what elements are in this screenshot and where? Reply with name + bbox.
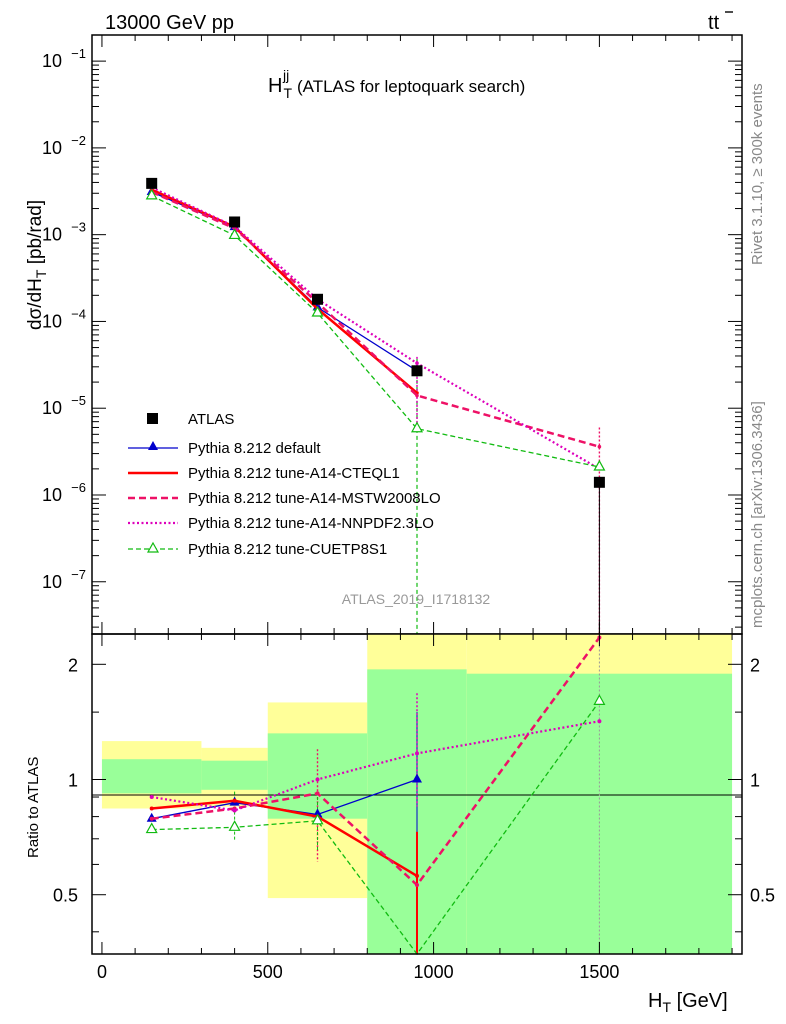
ratio-point-pythia-8-212-tune-a14-nnpdf2-3lo <box>597 719 602 724</box>
rivet-version-label: Rivet 3.1.10, ≥ 300k events <box>749 83 766 265</box>
series-line-pythia-8-212-tune-cuetp8s1 <box>151 195 600 468</box>
ratio-y-axis-label: Ratio to ATLAS <box>25 757 42 858</box>
ratio-axis-ticks: 0.5 0.5 1 1 2 2 0 500 1000 1500 <box>53 634 775 982</box>
ratio-y-tick-label: 1 <box>68 771 78 791</box>
ratio-point-pythia-8-212-tune-a14-nnpdf2-3lo <box>232 808 237 813</box>
x-tick-label: 500 <box>253 962 283 982</box>
ratio-point-pythia-8-212-tune-a14-cteql1 <box>232 798 237 803</box>
ratio-plot-panel: 0.5 0.5 1 1 2 2 0 500 1000 1500 <box>53 633 775 982</box>
data-point-pythia-8-212-tune-cuetp8s1 <box>145 188 158 200</box>
plot-title: HTjj (ATLAS for leptoquark search) <box>268 67 525 101</box>
x-axis-label: HT [GeV] <box>648 990 728 1015</box>
main-plot-panel: 10 −7 10 −6 10 −5 10 −4 10 −3 10 −2 10 −1 <box>42 34 743 635</box>
ratio-point-pythia-8-212-tune-a14-cteql1 <box>415 873 419 878</box>
ratio-band-green <box>201 760 268 790</box>
ratio-point-pythia-8-212-tune-cuetp8s1 <box>593 694 606 705</box>
header-energy-label: 13000 GeV pp <box>105 12 234 34</box>
main-series-group <box>145 177 606 634</box>
x-tick-label: 0 <box>97 962 107 982</box>
ratio-point-pythia-8-212-tune-a14-mstw2008lo <box>415 883 419 888</box>
data-point-pythia-8-212-tune-cuetp8s1 <box>410 421 424 433</box>
ratio-band-green <box>101 759 202 794</box>
header-process-label: tt <box>708 12 720 34</box>
data-point-atlas <box>593 476 605 488</box>
main-y-tick-exponent: −3 <box>71 220 86 235</box>
ratio-plot-frame <box>91 633 743 955</box>
series-line-pythia-8-212-default <box>151 191 418 372</box>
legend-label-cteql1: Pythia 8.212 tune-A14-CTEQL1 <box>188 465 400 482</box>
main-y-tick-label: 10 <box>42 138 62 158</box>
main-y-tick-exponent: −6 <box>71 480 86 495</box>
legend-marker-cuetp8s1 <box>146 541 160 553</box>
series-line-pythia-8-212-tune-a14-cteql1 <box>151 188 418 394</box>
main-y-tick-label: 10 <box>42 311 62 331</box>
analysis-watermark: ATLAS_2019_I1718132 <box>342 591 491 607</box>
ratio-point-pythia-8-212-tune-a14-mstw2008lo <box>149 816 154 821</box>
main-y-tick-label: 10 <box>42 572 62 592</box>
main-y-tick-exponent: −5 <box>71 393 86 408</box>
legend-label-default: Pythia 8.212 default <box>188 440 321 457</box>
data-point-atlas <box>411 365 423 377</box>
x-tick-label: 1000 <box>414 962 454 982</box>
header-process-tbar: t <box>714 12 720 34</box>
data-point-atlas <box>229 216 241 228</box>
ratio-point-pythia-8-212-tune-a14-nnpdf2-3lo <box>315 777 320 782</box>
legend-label-nnpdf: Pythia 8.212 tune-A14-NNPDF2.3LO <box>188 515 434 532</box>
ratio-line-pythia-8-212-tune-cuetp8s1 <box>151 701 600 956</box>
main-axis-ticks: 10 −7 10 −6 10 −5 10 −4 10 −3 10 −2 10 −1 <box>42 35 742 634</box>
legend: ATLAS Pythia 8.212 default Pythia 8.212 … <box>128 411 441 558</box>
x-tick-label: 1500 <box>579 962 619 982</box>
main-y-tick-exponent: −4 <box>71 306 86 321</box>
ratio-point-pythia-8-212-tune-cuetp8s1 <box>145 822 158 834</box>
data-point-atlas <box>312 293 324 305</box>
data-point-pythia-8-212-tune-cuetp8s1 <box>228 228 241 240</box>
ratio-series-group <box>145 635 606 956</box>
data-point-pythia-8-212-tune-a14-nnpdf2-3lo <box>415 361 419 366</box>
main-y-tick-label: 10 <box>42 485 62 505</box>
main-y-tick-exponent: −2 <box>71 133 86 148</box>
legend-label-mstw: Pythia 8.212 tune-A14-MSTW2008LO <box>188 490 441 507</box>
data-point-pythia-8-212-tune-a14-mstw2008lo <box>597 444 602 449</box>
ratio-point-pythia-8-212-tune-cuetp8s1 <box>228 820 241 831</box>
main-y-tick-label: 10 <box>42 51 62 71</box>
ratio-point-pythia-8-212-tune-cuetp8s1 <box>311 813 324 825</box>
main-y-tick-exponent: −7 <box>71 567 86 582</box>
data-point-atlas <box>146 177 158 189</box>
main-y-tick-exponent: −1 <box>71 46 86 61</box>
ratio-y-tick-label-right: 0.5 <box>750 886 775 906</box>
ratio-point-pythia-8-212-tune-a14-mstw2008lo <box>315 791 320 796</box>
legend-label-atlas: ATLAS <box>188 411 234 428</box>
data-point-pythia-8-212-tune-cuetp8s1 <box>311 305 324 317</box>
legend-label-cuetp8s1: Pythia 8.212 tune-CUETP8S1 <box>188 541 387 558</box>
ratio-point-pythia-8-212-tune-a14-cteql1 <box>149 806 154 811</box>
data-point-pythia-8-212-tune-cuetp8s1 <box>593 459 606 471</box>
legend-marker-default <box>148 441 158 450</box>
data-point-pythia-8-212-tune-a14-mstw2008lo <box>415 393 419 398</box>
ratio-y-tick-label: 2 <box>68 655 78 675</box>
ratio-y-tick-label-right: 1 <box>750 771 760 791</box>
ratio-y-tick-label: 0.5 <box>53 886 78 906</box>
ratio-y-tick-label-right: 2 <box>750 655 760 675</box>
main-y-tick-label: 10 <box>42 225 62 245</box>
ratio-point-pythia-8-212-tune-a14-nnpdf2-3lo <box>149 795 154 800</box>
mcplots-reference-label: mcplots.cern.ch [arXiv:1306.3436] <box>749 401 766 628</box>
series-line-pythia-8-212-tune-a14-mstw2008lo <box>151 190 600 448</box>
legend-marker-atlas <box>147 413 158 424</box>
main-y-axis-label: dσ/dHT [pb/rad] <box>25 200 49 330</box>
ratio-point-pythia-8-212-tune-a14-nnpdf2-3lo <box>415 751 419 756</box>
main-y-tick-label: 10 <box>42 398 62 418</box>
ratio-point-pythia-8-212-default <box>412 773 422 783</box>
